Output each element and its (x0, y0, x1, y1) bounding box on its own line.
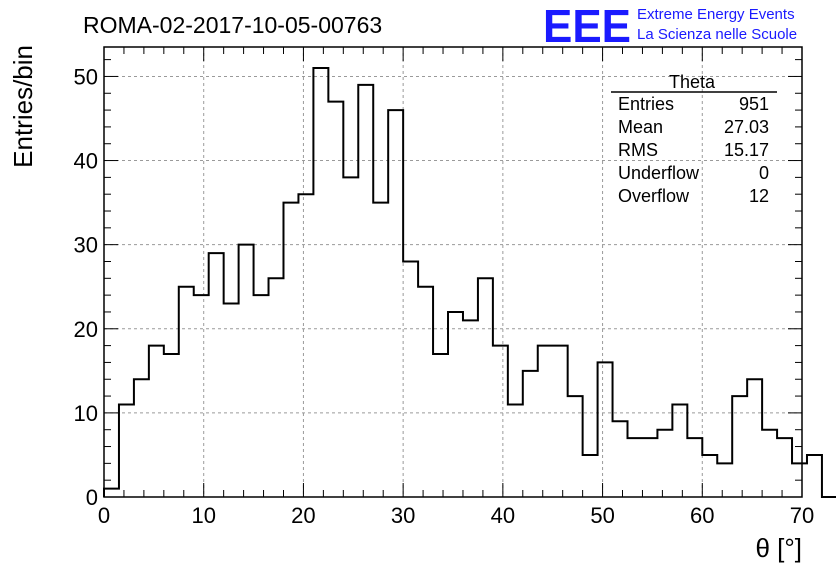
histogram-bin (747, 379, 762, 497)
histogram-bin (732, 396, 747, 497)
x-tick-label: 30 (391, 503, 415, 528)
y-tick-label: 20 (74, 317, 98, 342)
x-axis-label: θ [°] (755, 533, 802, 563)
y-axis-label: Entries/bin (8, 45, 38, 168)
histogram-bin (134, 379, 149, 497)
histogram-bin (613, 421, 628, 497)
histogram-bin (358, 85, 373, 497)
eee-logo: EEE Extreme Energy Events La Scienza nel… (543, 0, 797, 52)
histogram-bin (209, 253, 224, 497)
chart-title: ROMA-02-2017-10-05-00763 (83, 12, 382, 38)
histogram-bin (508, 404, 523, 497)
histogram-bin (493, 346, 508, 497)
histogram-bin (523, 371, 538, 497)
histogram-bin (657, 430, 672, 497)
histogram-bin (119, 404, 134, 497)
histogram-bin (283, 203, 298, 497)
y-tick-label: 30 (74, 233, 98, 258)
histogram-bin (463, 320, 478, 497)
eee-logo-mark: EEE (543, 0, 631, 52)
y-tick-label: 50 (74, 64, 98, 89)
axes: 0 10 20 30 40 50 60 70 0 10 20 30 40 50 (74, 46, 814, 528)
stats-box: Theta Entries 951 Mean 27.03 RMS 15.17 Underfl… (611, 72, 777, 206)
histogram-bin (388, 110, 403, 497)
stats-row-value: 0 (759, 163, 769, 183)
histogram-bin (568, 396, 583, 497)
histogram-bin (538, 346, 553, 497)
histogram-bin (478, 278, 493, 497)
histogram-bin (762, 430, 777, 497)
histogram-series (103, 67, 836, 498)
histogram-bin (687, 438, 702, 497)
stats-title: Theta (669, 72, 716, 92)
eee-logo-line2: La Scienza nelle Scuole (637, 26, 797, 43)
x-tick-label: 70 (790, 503, 814, 528)
histogram-bin (702, 455, 717, 497)
stats-row-label: Entries (618, 94, 674, 114)
histogram-bin (343, 177, 358, 497)
histogram-bin (254, 295, 269, 497)
stats-row-value: 15.17 (724, 140, 769, 160)
stats-row-label: Underflow (618, 163, 700, 183)
stats-row-label: RMS (618, 140, 658, 160)
x-tick-label: 20 (291, 503, 315, 528)
stats-row-value: 27.03 (724, 117, 769, 137)
x-tick-label: 50 (590, 503, 614, 528)
stats-row-value: 12 (749, 186, 769, 206)
histogram-bin (194, 295, 209, 497)
histogram-bin (224, 304, 239, 497)
x-tick-label: 60 (690, 503, 714, 528)
x-tick-label: 10 (191, 503, 215, 528)
x-tick-label: 0 (98, 503, 110, 528)
histogram-bin (328, 102, 343, 497)
histogram-bin (104, 489, 119, 497)
histogram-bin (313, 68, 328, 497)
histogram-bin (373, 203, 388, 497)
histogram-bin (164, 354, 179, 497)
histogram-bin (269, 278, 284, 497)
histogram-bin (807, 455, 822, 497)
histogram-bin (777, 438, 792, 497)
x-tick-label: 40 (491, 503, 515, 528)
stats-row-value: 951 (739, 94, 769, 114)
plot-frame (103, 46, 803, 498)
histogram-bin (298, 194, 313, 497)
histogram-bin (717, 463, 732, 497)
histogram-bin (403, 261, 418, 497)
histogram-bin (418, 287, 433, 497)
eee-logo-line1: Extreme Energy Events (637, 6, 795, 23)
histogram-bin (672, 404, 687, 497)
histogram-bin (598, 362, 613, 497)
histogram-bin (433, 354, 448, 497)
stats-row-label: Overflow (618, 186, 690, 206)
y-tick-label: 10 (74, 401, 98, 426)
histogram-bin (179, 287, 194, 497)
histogram-bin (642, 438, 657, 497)
histogram-bin (583, 455, 598, 497)
histogram-bin (628, 438, 643, 497)
histogram-bin (553, 346, 568, 497)
histogram-bin (239, 245, 254, 497)
y-tick-label: 0 (86, 485, 98, 510)
y-tick-label: 40 (74, 149, 98, 174)
histogram-outline (103, 67, 836, 498)
histogram-bin (448, 312, 463, 497)
stats-rows: Entries 951 Mean 27.03 RMS 15.17 Underflow 0 Ove… (618, 94, 769, 206)
stats-row-label: Mean (618, 117, 663, 137)
histogram-bin (149, 346, 164, 497)
